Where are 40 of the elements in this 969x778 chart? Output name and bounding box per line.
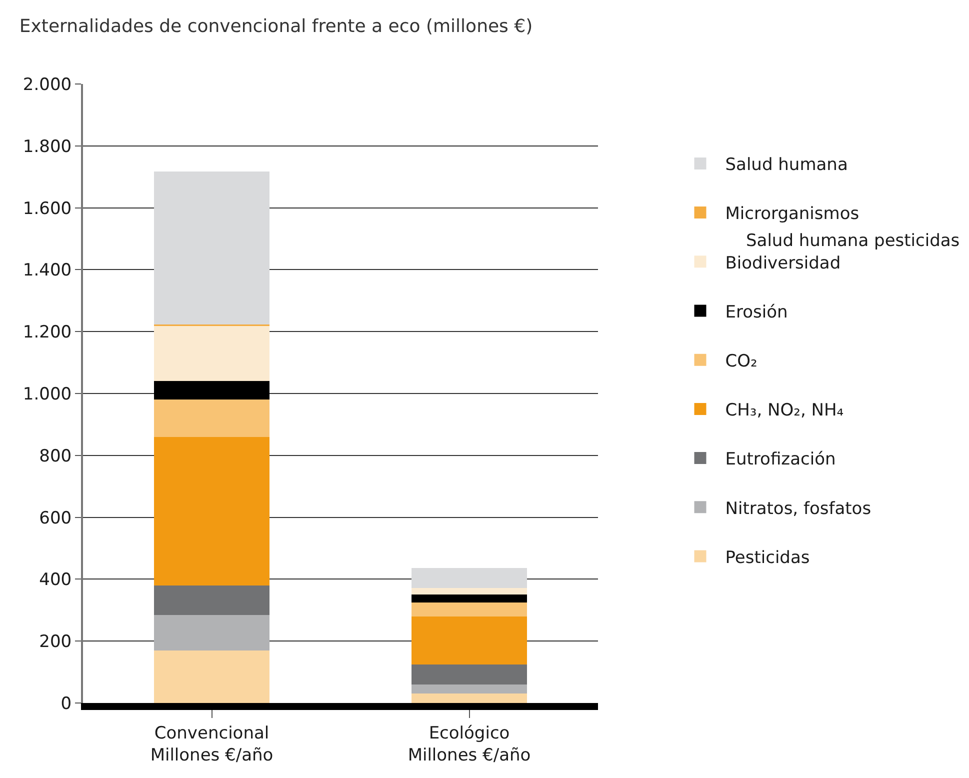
- bar: [154, 325, 270, 382]
- legend-label: Biodiversidad: [725, 253, 841, 274]
- y-tick-label: 200: [39, 632, 72, 652]
- legend-label: Salud humana: [725, 155, 848, 176]
- bar: [411, 602, 528, 616]
- y-tick-label: 0: [60, 694, 72, 714]
- y-tick-label: 1.200: [22, 322, 72, 343]
- bar: [411, 594, 528, 602]
- bar: [154, 650, 270, 703]
- y-tick-label: 1.800: [22, 136, 72, 157]
- bar: [154, 400, 270, 437]
- bar: [411, 694, 528, 703]
- chart-title: Externalidades de convencional frente a eco (millones €): [19, 16, 533, 38]
- bar: [154, 171, 270, 324]
- text: Salud humana pesticidas: [746, 231, 960, 251]
- bar: [411, 684, 528, 694]
- legend-label: Erosión: [725, 302, 788, 322]
- bar: [411, 616, 528, 664]
- bar: [154, 436, 270, 586]
- legend-label: CH₃, NO₂, NH₄: [725, 400, 844, 421]
- y-tick-label: 800: [39, 446, 72, 466]
- legend-label: Pesticidas: [725, 548, 810, 568]
- x-tick-label: Ecológico Millones €/año: [408, 723, 531, 766]
- bar: [411, 568, 528, 588]
- bar: [411, 588, 528, 595]
- legend-label: Microrganismos: [725, 204, 860, 224]
- bar: [154, 585, 270, 615]
- y-tick-label: 400: [39, 570, 72, 590]
- bar: [154, 381, 270, 400]
- y-tick-label: 1.400: [22, 260, 72, 281]
- x-tick-label: Convencional Millones €/año: [150, 723, 274, 766]
- bar: [154, 614, 270, 650]
- legend-label: CO₂: [725, 351, 758, 372]
- y-tick-label: 1.000: [22, 384, 72, 404]
- legend-label: Eutrofización: [725, 450, 836, 470]
- y-tick-label: 2.000: [22, 74, 72, 95]
- y-tick-label: 600: [39, 508, 72, 528]
- y-tick-label: 1.600: [22, 198, 72, 219]
- bar: [411, 664, 528, 684]
- legend-label: Nitratos, fosfatos: [725, 498, 872, 519]
